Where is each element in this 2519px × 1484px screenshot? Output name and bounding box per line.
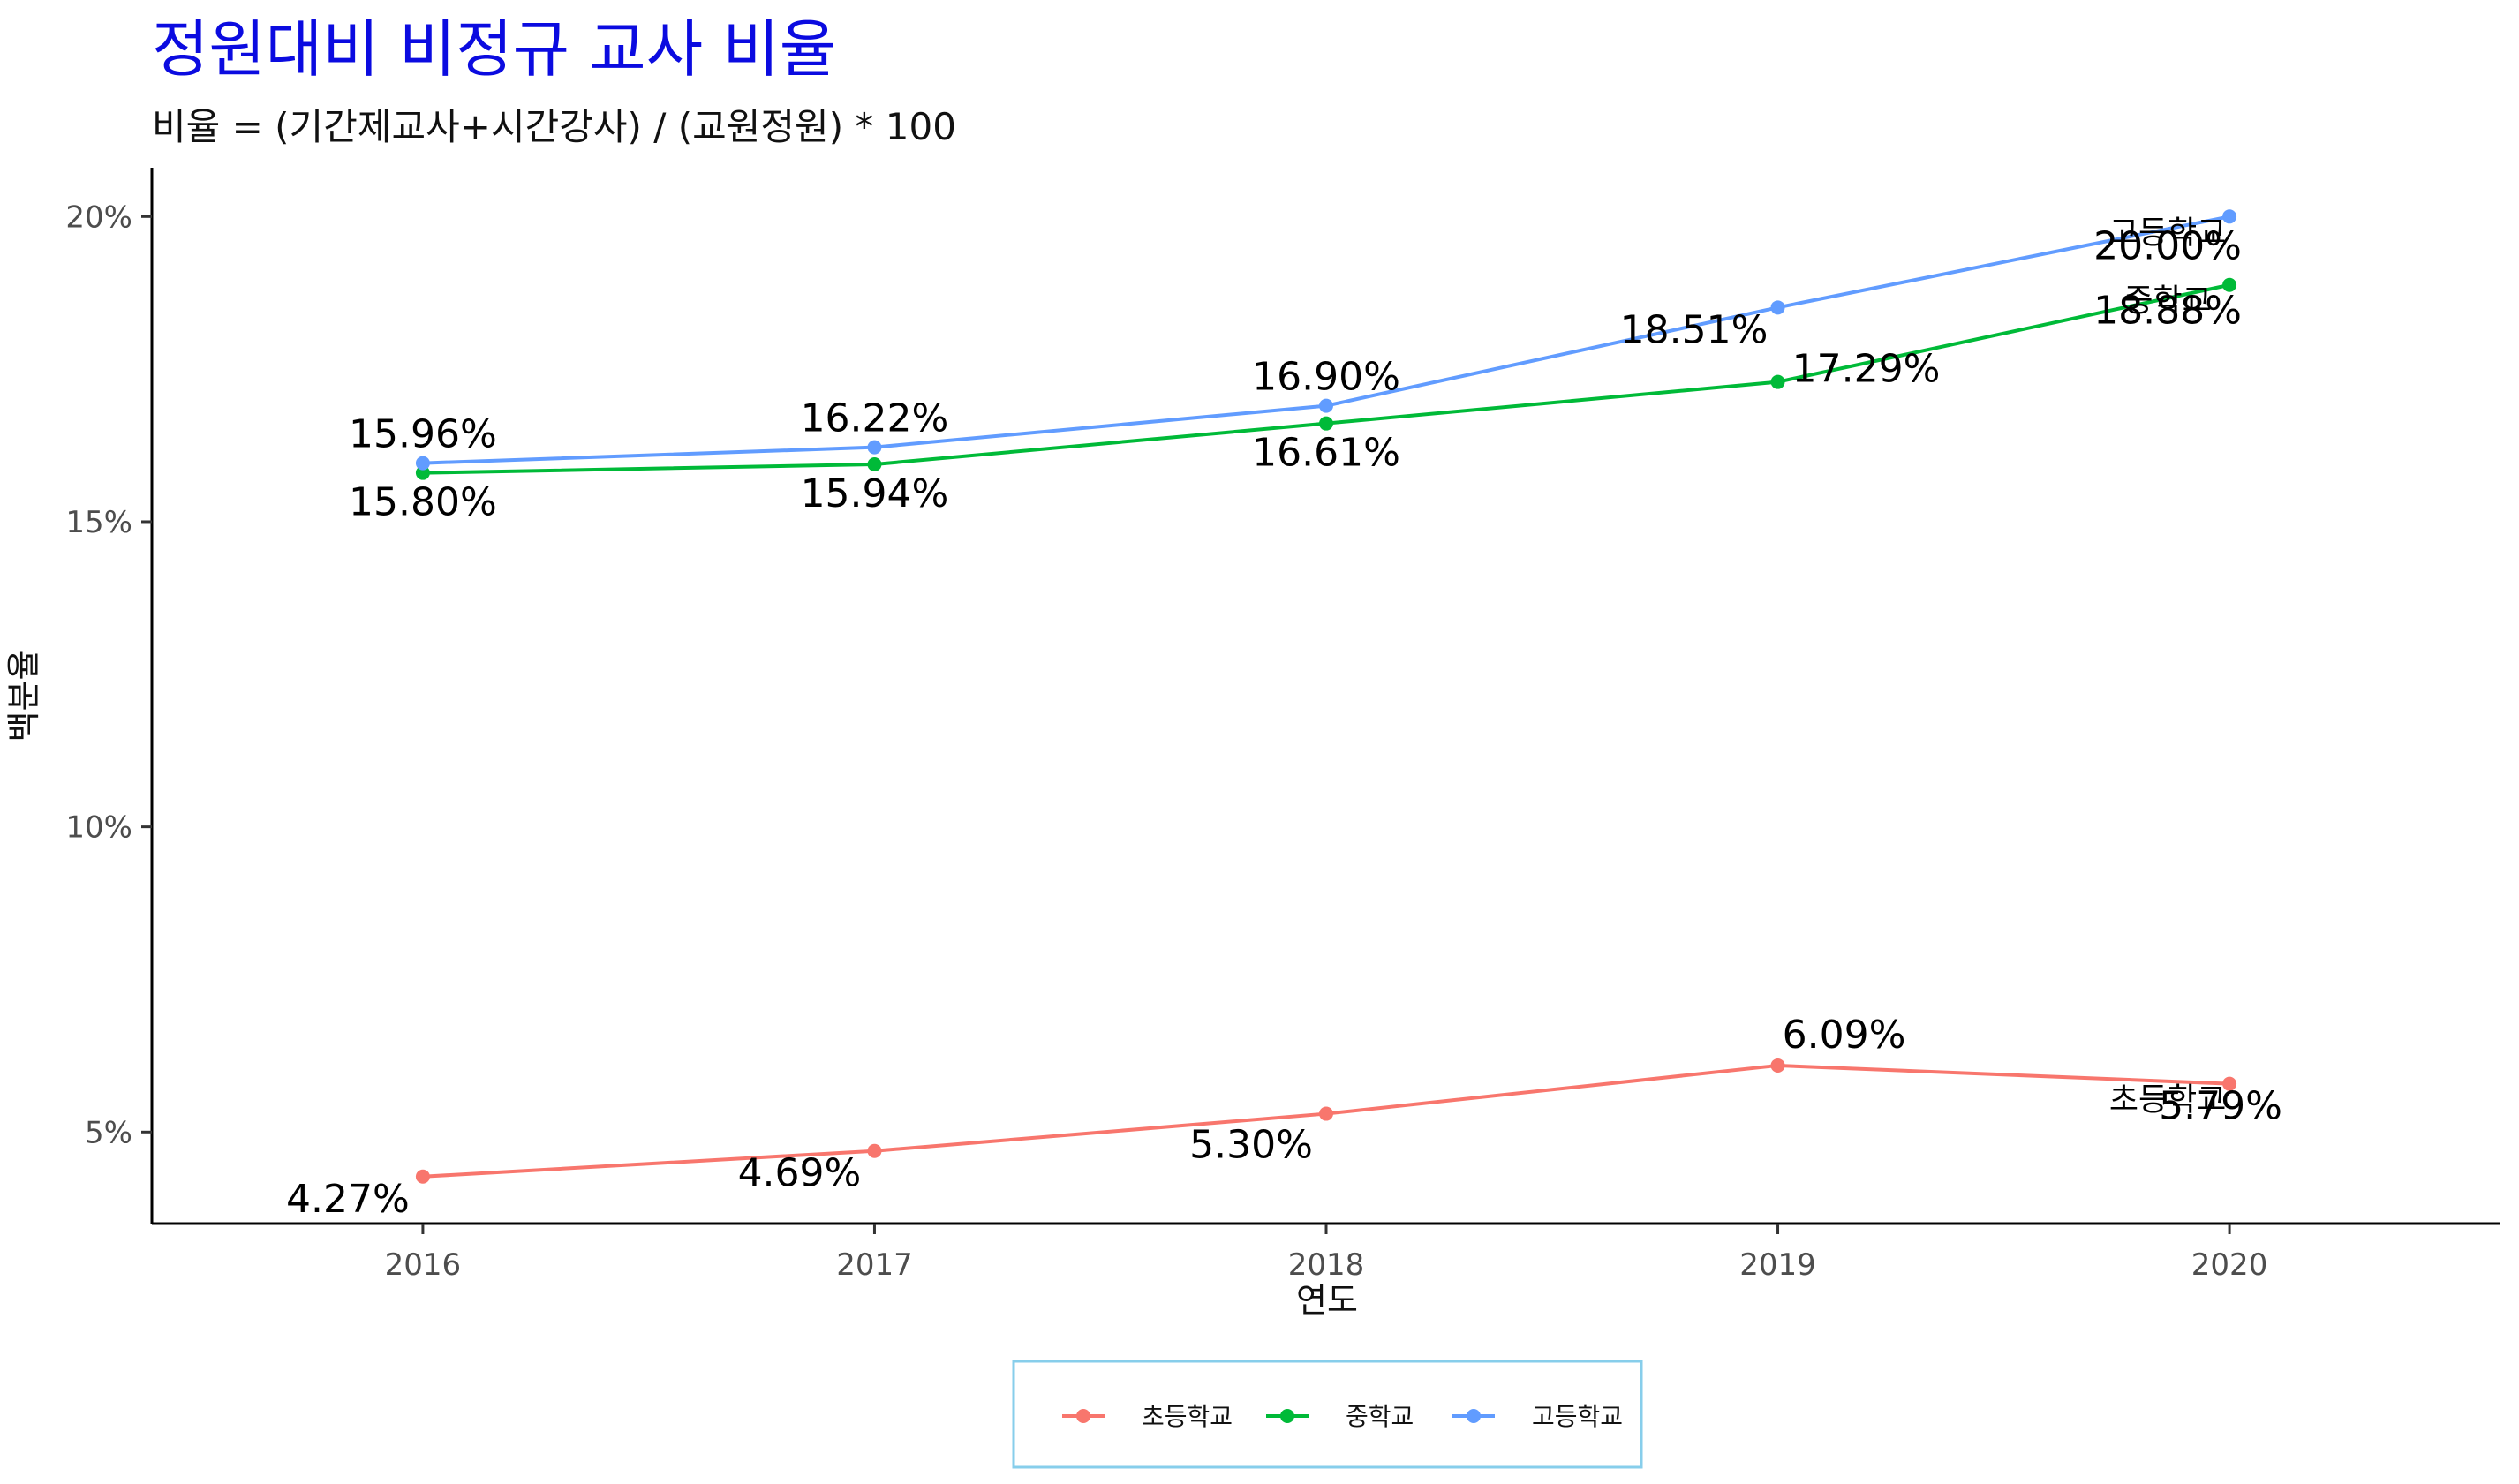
data-label: 4.69% xyxy=(738,1151,862,1196)
legend-box xyxy=(1012,1360,1643,1469)
data-label: 4.27% xyxy=(286,1177,410,1222)
x-ticks: 2016 2017 2018 2019 2020 xyxy=(385,1224,2268,1283)
series-layer xyxy=(415,209,2237,1184)
data-label: 15.80% xyxy=(349,480,497,525)
y-tick-label: 15% xyxy=(65,505,132,540)
y-tick-label: 5% xyxy=(85,1115,132,1150)
data-point xyxy=(415,1169,430,1184)
data-point xyxy=(1319,416,1333,431)
data-point xyxy=(415,456,430,471)
data-label: 16.90% xyxy=(1252,355,1400,400)
chart-subtitle: 비율 = (기간제교사+시간강사) / (교원정원) * 100 xyxy=(152,105,956,148)
data-point xyxy=(2222,209,2237,224)
data-label: 15.96% xyxy=(349,412,497,457)
data-point xyxy=(415,465,430,480)
y-ticks: 5% 10% 15% 20% xyxy=(65,200,152,1150)
data-point xyxy=(2222,1076,2237,1091)
data-point xyxy=(1319,398,1333,413)
data-point xyxy=(1770,1058,1785,1073)
data-label: 5.30% xyxy=(1189,1123,1313,1168)
legend-key-point xyxy=(1467,1409,1481,1423)
data-label: 18.51% xyxy=(1620,307,1769,352)
data-point xyxy=(1319,1106,1333,1121)
legend-label: 고등학교 xyxy=(1532,1402,1623,1431)
legend-label: 초등학교 xyxy=(1142,1402,1233,1431)
data-label: 16.22% xyxy=(801,396,949,441)
data-labels-layer: 4.27% 4.69% 5.30% 6.09% 5.79%초등학교 15.80% 15.94… xyxy=(286,215,2282,1221)
data-point xyxy=(1770,300,1785,315)
data-label: 16.61% xyxy=(1252,431,1400,476)
chart-title: 정원대비 비정규 교사 비율 xyxy=(152,13,836,86)
series-end-label: 고등학교 xyxy=(2109,215,2226,251)
x-tick-label: 2017 xyxy=(836,1247,913,1283)
x-tick-label: 2019 xyxy=(1739,1247,1816,1283)
data-label: 18.88% xyxy=(2093,289,2242,334)
data-label: 17.29% xyxy=(1792,347,1941,392)
legend-key-point xyxy=(1076,1409,1090,1423)
x-axis-title: 연도 xyxy=(1296,1281,1358,1320)
series-line xyxy=(422,1063,2230,1179)
y-tick-label: 20% xyxy=(65,200,132,235)
x-tick-label: 2016 xyxy=(385,1247,462,1283)
data-label: 20.00% xyxy=(2093,223,2242,268)
legend-key-point xyxy=(1280,1409,1294,1423)
x-tick-label: 2020 xyxy=(2191,1247,2268,1283)
data-point xyxy=(2222,277,2237,292)
legend-label: 중학교 xyxy=(1346,1402,1414,1431)
legend: 초등학교 중학교 고등학교 xyxy=(1012,1360,1643,1469)
series-end-label: 초등학교 xyxy=(2109,1082,2226,1119)
data-label: 6.09% xyxy=(1783,1013,1906,1058)
y-axis-title: 백분율 xyxy=(4,650,43,742)
data-point xyxy=(867,456,882,471)
x-tick-label: 2018 xyxy=(1288,1247,1365,1283)
series-end-label: 중학교 xyxy=(2123,283,2211,320)
data-label: 5.79% xyxy=(2159,1084,2282,1129)
data-point xyxy=(867,1143,882,1158)
data-label: 15.94% xyxy=(801,471,949,516)
data-point xyxy=(867,440,882,455)
data-point xyxy=(1770,374,1785,389)
y-tick-label: 10% xyxy=(65,810,132,846)
